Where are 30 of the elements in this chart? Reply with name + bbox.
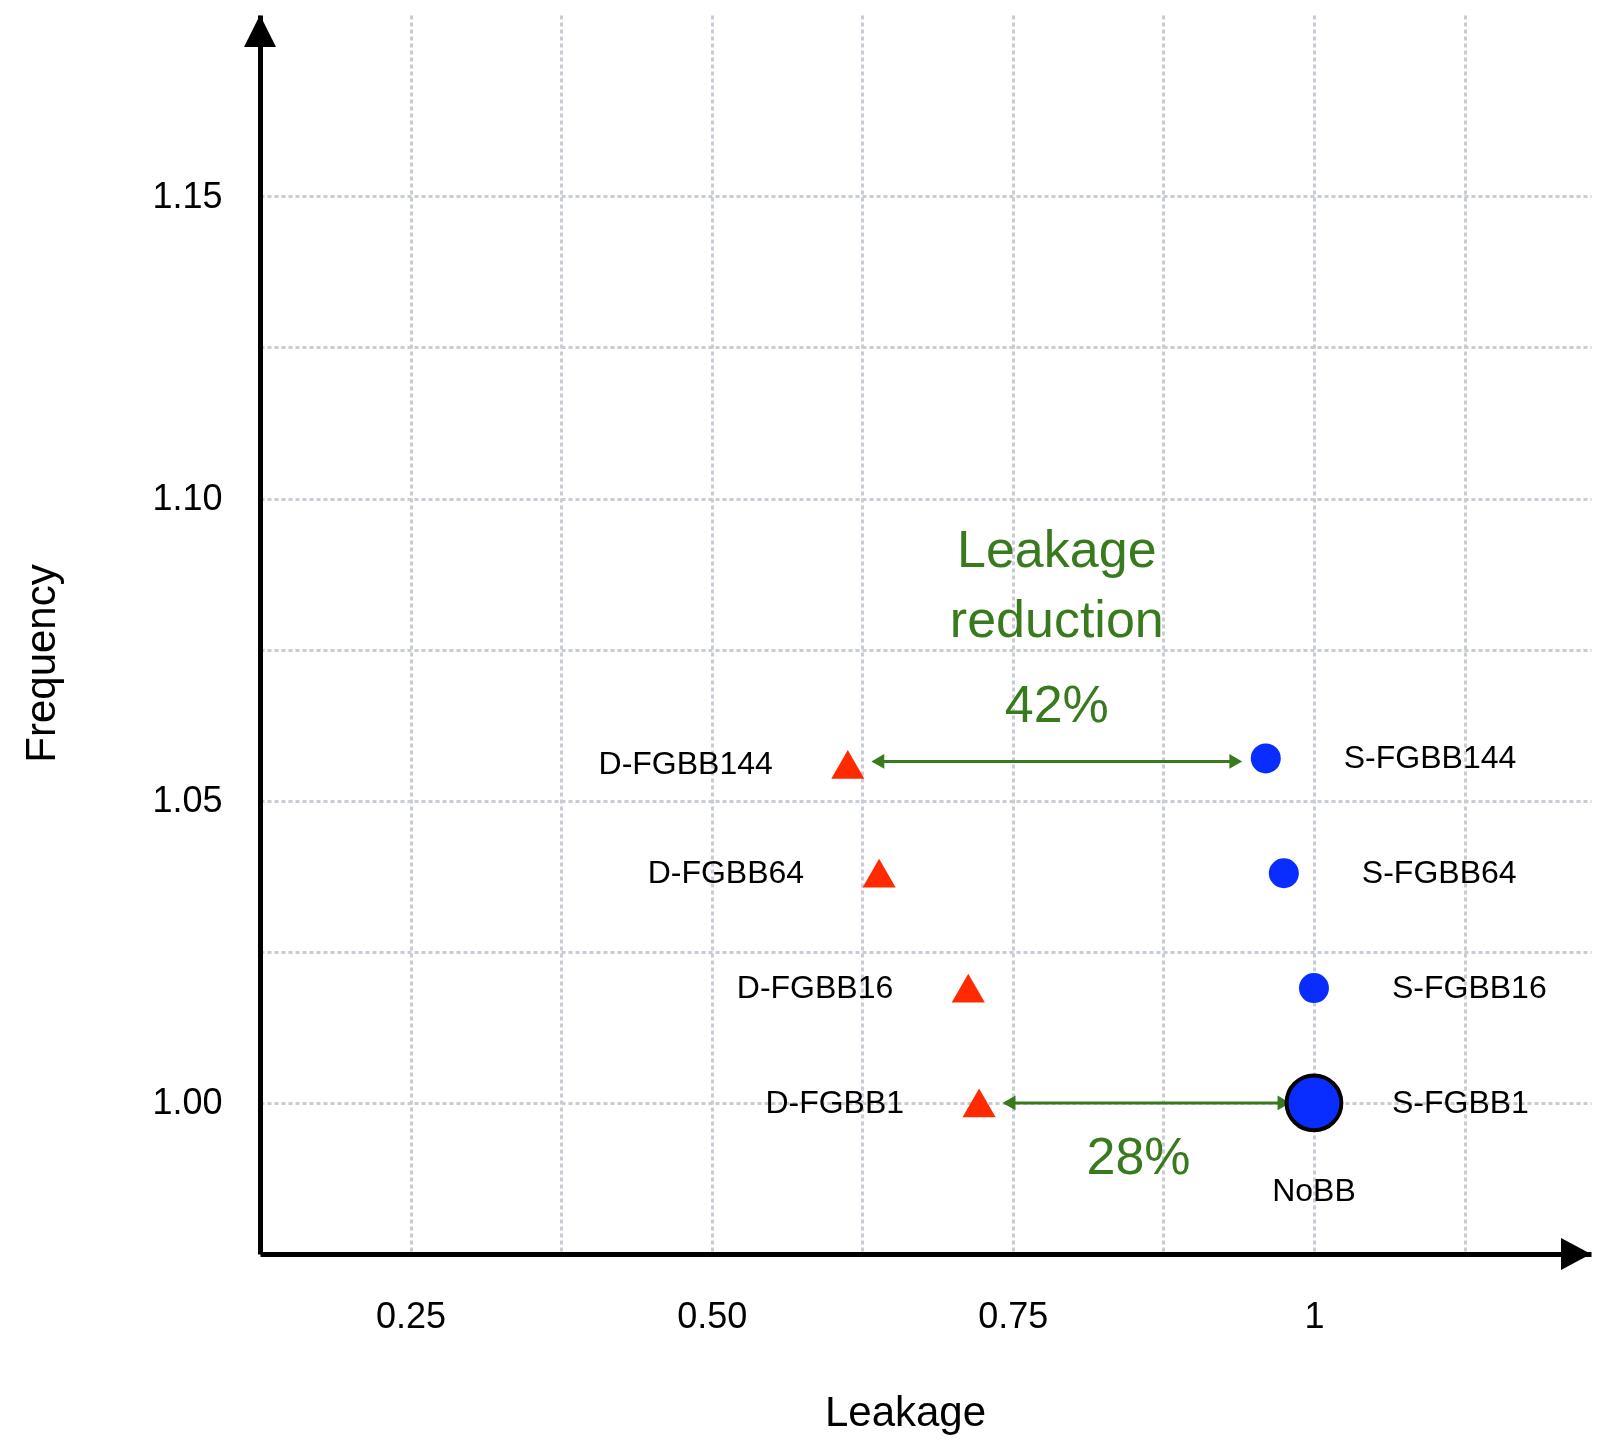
annotation: S-FGBB64 bbox=[1361, 854, 1517, 891]
annotation: Leakage reduction bbox=[949, 520, 1164, 649]
annotation: D-FGBB64 bbox=[647, 854, 805, 891]
point bbox=[862, 858, 896, 888]
y-tick-label: 1.15 bbox=[152, 174, 223, 216]
x-axis-title: Leakage bbox=[824, 1387, 987, 1435]
y-tick-label: 1.10 bbox=[152, 477, 223, 519]
annotation: D-FGBB144 bbox=[598, 745, 773, 782]
annotation: S-FGBB144 bbox=[1343, 739, 1517, 776]
y-axis-title: Frequency bbox=[16, 564, 64, 763]
point bbox=[951, 973, 985, 1003]
x-tick-label: 0.75 bbox=[978, 1294, 1049, 1336]
y-tick-label: 1.00 bbox=[152, 1081, 223, 1123]
point bbox=[831, 750, 865, 779]
point bbox=[962, 1088, 996, 1118]
x-tick-label: 0.50 bbox=[677, 1294, 748, 1336]
y-tick-label: 1.05 bbox=[152, 779, 223, 821]
annotation: NoBB bbox=[1272, 1171, 1356, 1208]
x-tick-label: 0.25 bbox=[376, 1294, 447, 1336]
annotation: 42% bbox=[1004, 675, 1109, 734]
annotation: D-FGBB1 bbox=[765, 1083, 905, 1120]
x-tick-label: 1 bbox=[1304, 1294, 1325, 1336]
point bbox=[1250, 743, 1281, 774]
point bbox=[1298, 973, 1329, 1004]
point bbox=[1284, 1073, 1344, 1133]
annotation: D-FGBB16 bbox=[736, 969, 894, 1006]
annotation: 28% bbox=[1086, 1126, 1191, 1185]
point bbox=[1268, 858, 1299, 889]
annotation: S-FGBB16 bbox=[1391, 969, 1547, 1006]
annotation: S-FGBB1 bbox=[1391, 1083, 1529, 1120]
